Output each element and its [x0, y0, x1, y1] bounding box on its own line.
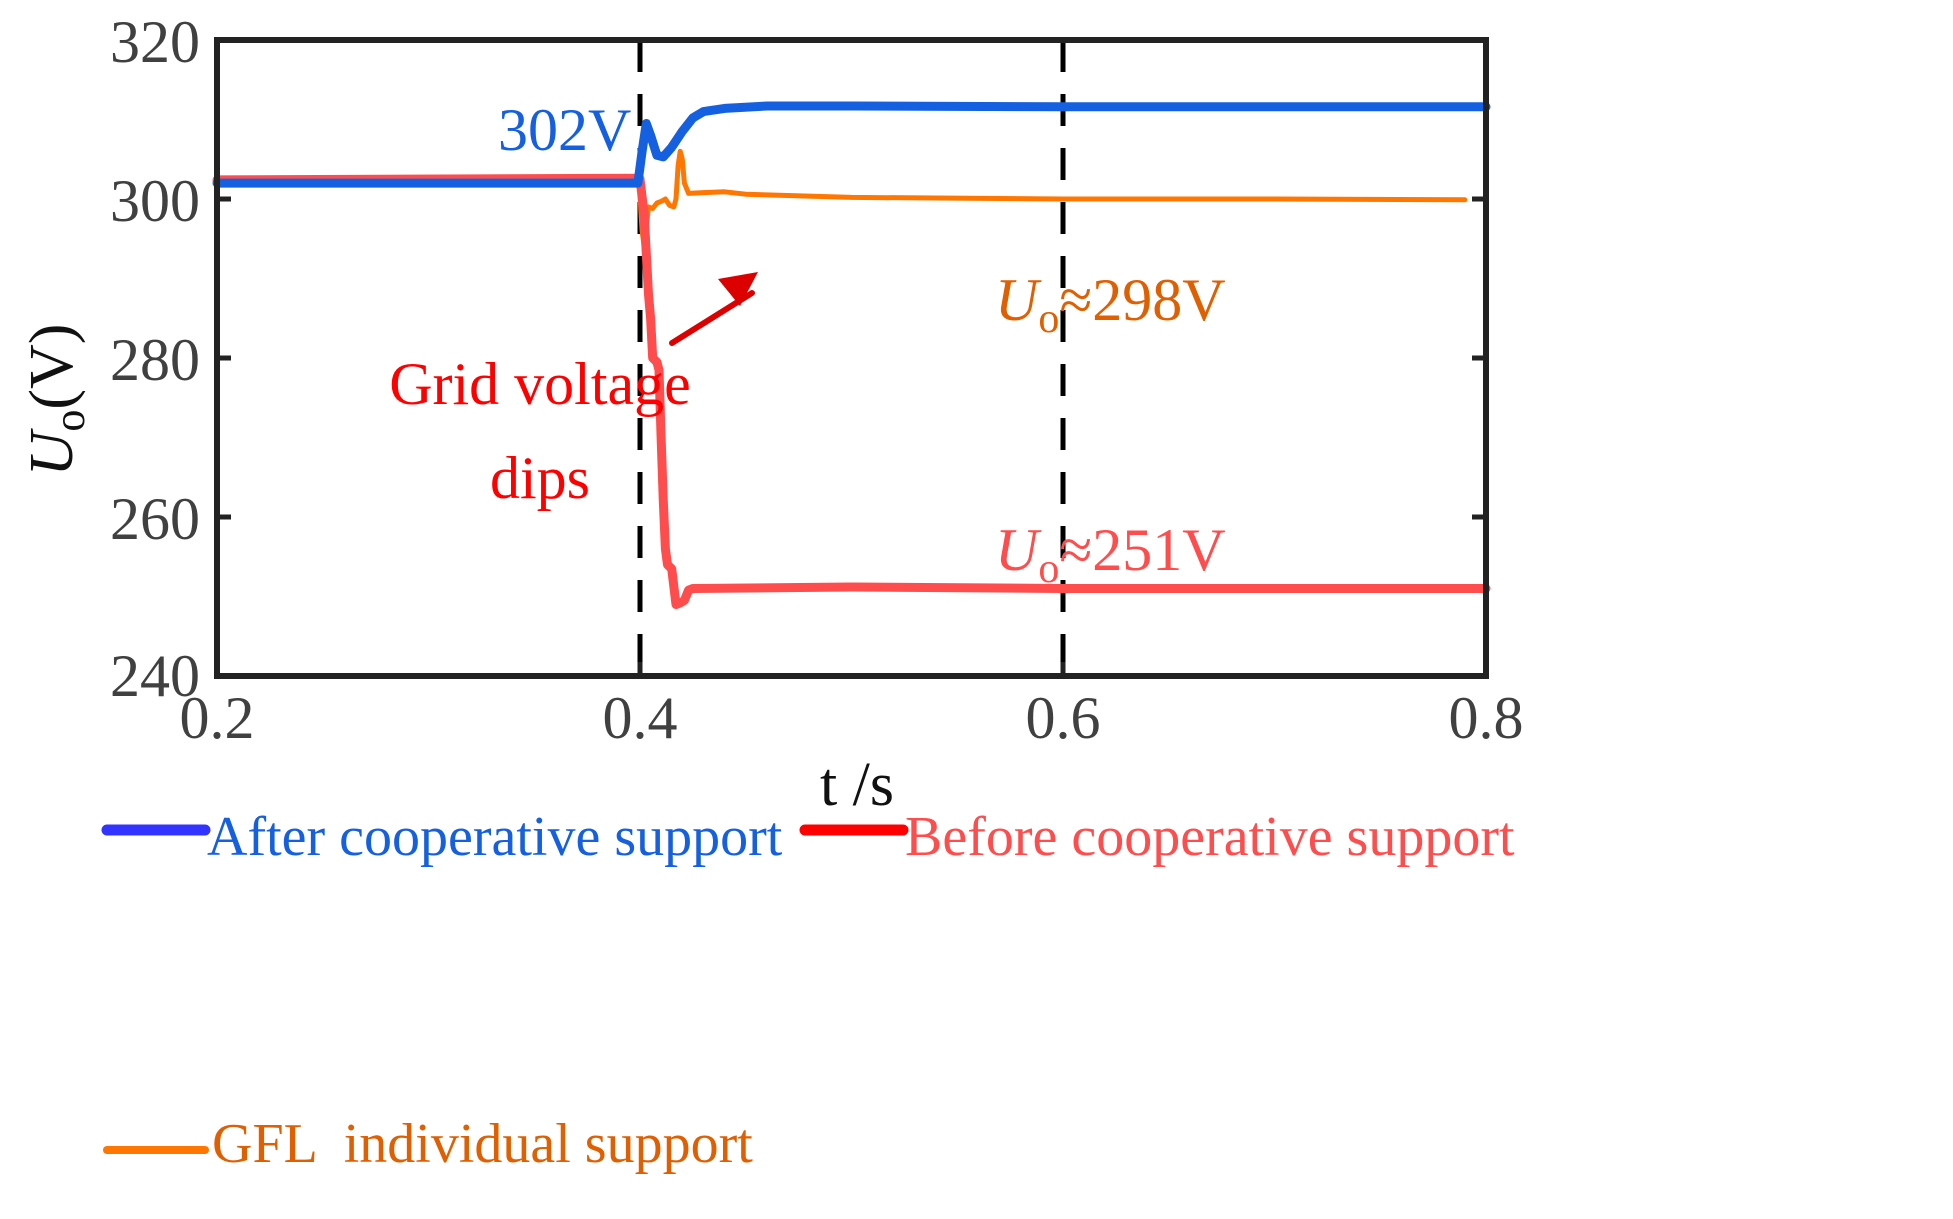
legend: After cooperative support Before coopera…	[101, 806, 1515, 1175]
annotation-grid-dips-line2: dips	[490, 445, 590, 511]
x-tick-label: 0.6	[1026, 685, 1101, 751]
y-tick-label: 300	[110, 168, 200, 234]
legend-item-before[interactable]: Before cooperative support	[799, 806, 1515, 868]
annotation-251v: Uo≈251V	[995, 517, 1226, 592]
annotation-251v-u: U	[995, 517, 1042, 583]
x-tick-label: 0.2	[180, 685, 255, 751]
legend-label-before: Before cooperative support	[905, 806, 1515, 868]
annotation-298v: Uo≈298V	[995, 267, 1226, 342]
series-line-1	[212, 173, 1491, 609]
series-line-0	[212, 101, 1491, 188]
x-axis-title: t /s	[820, 751, 894, 819]
legend-label-after: After cooperative support	[207, 806, 783, 868]
y-axis-title: Uo(V)	[18, 324, 94, 477]
annotation-298v-rest: ≈298V	[1059, 267, 1225, 333]
annotation-251v-rest: ≈251V	[1059, 517, 1225, 583]
annotation-298v-sub: o	[1038, 296, 1059, 342]
series-line-2	[637, 148, 1468, 250]
y-tick-label: 260	[110, 486, 200, 552]
y-tick-label: 240	[110, 643, 200, 709]
axis-ticks: 240 260 280 300 320 0.2 0.4 0.6 0.8	[110, 9, 1524, 751]
annotation-302v: 302V	[498, 97, 631, 163]
x-tick-label: 0.8	[1449, 685, 1524, 751]
annotation-251v-sub: o	[1038, 546, 1059, 592]
y-tick-label: 280	[110, 327, 200, 393]
y-tick-label: 320	[110, 9, 200, 75]
x-tick-label: 0.4	[603, 685, 678, 751]
svg-text:Uo(V): Uo(V)	[18, 324, 94, 477]
plot-series-group	[212, 40, 1491, 676]
y-axis-title-main: U	[18, 427, 86, 476]
annotation-grid-dips-line1: Grid voltage	[389, 351, 691, 417]
grid-voltage-dips-annotation: Grid voltage dips	[389, 272, 758, 511]
legend-item-after[interactable]: After cooperative support	[101, 806, 783, 868]
legend-label-gfl: GFL individual support	[212, 1113, 753, 1175]
y-axis-title-sub: o	[45, 410, 94, 432]
annotation-arrow-head-icon	[718, 272, 758, 306]
annotation-298v-u: U	[995, 267, 1042, 333]
legend-item-gfl[interactable]: GFL individual support	[103, 1113, 753, 1175]
y-axis-title-unit: (V)	[18, 324, 86, 410]
